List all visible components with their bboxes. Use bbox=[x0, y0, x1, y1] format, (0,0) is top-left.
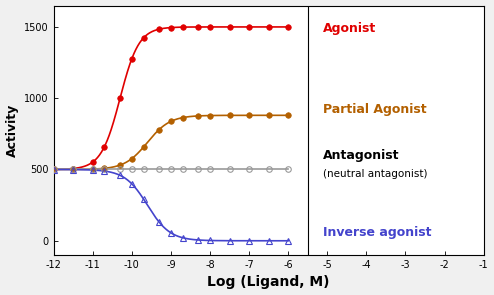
X-axis label: Log (Ligand, M): Log (Ligand, M) bbox=[207, 276, 330, 289]
Text: Antagonist: Antagonist bbox=[324, 149, 400, 162]
Text: Inverse agonist: Inverse agonist bbox=[324, 226, 432, 239]
Text: (neutral antagonist): (neutral antagonist) bbox=[324, 169, 428, 179]
Text: Partial Agonist: Partial Agonist bbox=[324, 103, 427, 116]
Y-axis label: Activity: Activity bbox=[5, 104, 19, 157]
Text: Agonist: Agonist bbox=[324, 22, 376, 35]
